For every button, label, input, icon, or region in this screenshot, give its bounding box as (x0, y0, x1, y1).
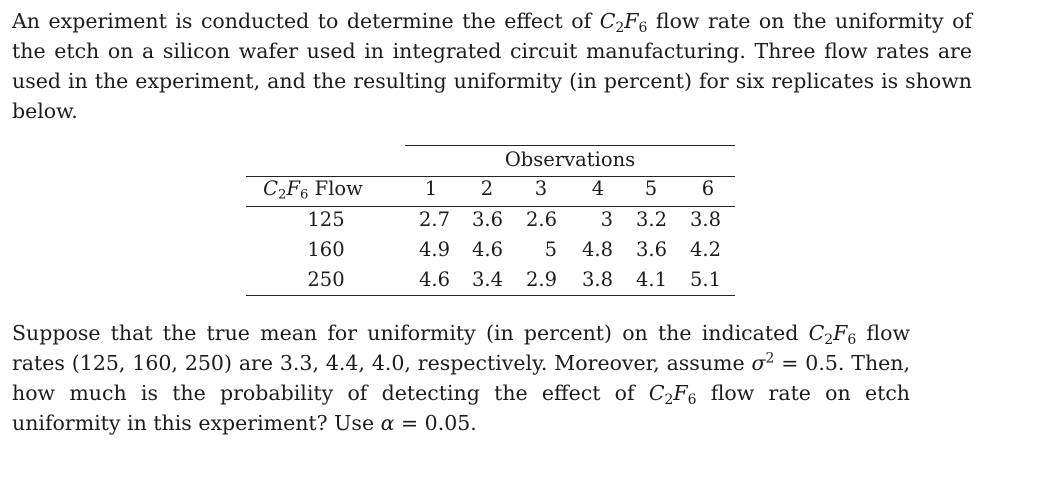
sigma-value: = 0.5. Then, how much is the probability… (12, 351, 910, 405)
column-header: 6 (701, 177, 715, 200)
table-cell: 4.8 (581, 238, 613, 261)
row-flow-rate: 160 (307, 238, 345, 261)
table-cell: 3.8 (581, 268, 613, 291)
gas-formula: C2F6 (808, 321, 857, 348)
column-header: 2 (480, 177, 494, 200)
header-rule (246, 206, 735, 207)
gas-formula: C2F6 (599, 9, 648, 36)
table-cell: 4.2 (689, 238, 721, 261)
table-top-rule-left (246, 176, 405, 177)
table-cell: 4.6 (418, 268, 450, 291)
table-cell: 3.8 (689, 208, 721, 231)
row-flow-rate: 250 (307, 268, 345, 291)
table-cell: 2.7 (418, 208, 450, 231)
table-cell: 3.2 (635, 208, 667, 231)
observations-header: Observations (504, 148, 636, 171)
table-cell: 3.6 (635, 238, 667, 261)
table-cell: 3.4 (471, 268, 503, 291)
sigma-squared: σ2 (751, 350, 775, 375)
table-cell: 4.9 (418, 238, 450, 261)
table-cell: 4.1 (635, 268, 667, 291)
bottom-rule (246, 295, 735, 296)
table-cell: 4.6 (471, 238, 503, 261)
column-header: 3 (534, 177, 548, 200)
table-cell: 3.6 (471, 208, 503, 231)
column-header: 5 (644, 177, 658, 200)
gas-formula: C2F6 (648, 381, 697, 408)
table-cell: 2.6 (525, 208, 557, 231)
intro-text-2: flow rate on the uniformity of the etch … (12, 9, 972, 123)
alpha-symbol: α (380, 411, 395, 435)
table-top-rule-right (405, 145, 735, 146)
intro-text-1: An experiment is conducted to determine … (12, 9, 600, 33)
problem-question: Suppose that the true mean for uniformit… (12, 318, 910, 438)
column-header: 4 (591, 177, 605, 200)
table-cell: 3 (600, 208, 613, 231)
alpha-value: = 0.05. (394, 411, 477, 435)
question-text-3: flow rate on etch uniformity in this exp… (12, 381, 911, 435)
column-header: 1 (424, 177, 438, 200)
observations-underline (405, 176, 735, 177)
row-flow-rate: 125 (307, 208, 345, 231)
question-text-2: flow rates (125, 160, 250) are 3.3, 4.4,… (12, 321, 910, 375)
problem-intro: An experiment is conducted to determine … (12, 6, 972, 126)
table-cell: 5.1 (689, 268, 721, 291)
flow-column-header: C2F6 Flow (263, 177, 363, 203)
table-cell: 5 (544, 238, 557, 261)
table-cell: 2.9 (525, 268, 557, 291)
question-text-1: Suppose that the true mean for uniformit… (12, 321, 809, 345)
